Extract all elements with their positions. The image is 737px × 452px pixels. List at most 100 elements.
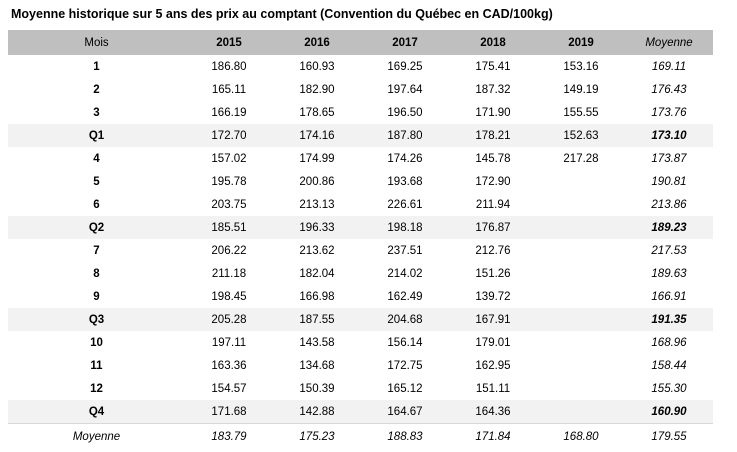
table-row: Q4 171.68 142.88 164.67 164.36 160.90	[8, 400, 713, 424]
cell-value: 187.32	[475, 83, 511, 96]
cell-moyenne: 189.23	[625, 216, 713, 239]
cell-moyenne: 217.53	[651, 244, 687, 257]
table-row: 2 165.11 182.90 197.64 187.32 149.19 176.43	[8, 78, 713, 101]
cell-value: 214.02	[387, 267, 423, 280]
cell-moyenne: 173.87	[651, 152, 687, 165]
cell-value: 162.95	[475, 359, 511, 372]
cell-moyenne: 166.91	[651, 290, 687, 303]
cell-mois: Q2	[8, 216, 185, 239]
cell-value: 198.45	[211, 290, 247, 303]
cell-value: 211.18	[211, 267, 247, 280]
cell-value: 164.67	[361, 400, 449, 424]
cell-value: 182.04	[299, 267, 335, 280]
cell-moyenne: 179.55	[625, 423, 713, 450]
cell-value: 167.91	[449, 308, 537, 331]
table-row: Q1 172.70 174.16 187.80 178.21 152.63 173.10	[8, 124, 713, 147]
cell-value: 183.79	[185, 423, 273, 450]
cell-value: 204.68	[361, 308, 449, 331]
cell-value: 211.94	[475, 198, 511, 211]
cell-value: 198.18	[361, 216, 449, 239]
table-row: 9 198.45 166.98 162.49 139.72 166.91	[8, 285, 713, 308]
cell-value: 179.01	[475, 336, 511, 349]
cell-value: 153.16	[563, 60, 599, 73]
cell-mois: 8	[93, 267, 100, 280]
table-row: Q2 185.51 196.33 198.18 176.87 189.23	[8, 216, 713, 239]
cell-value: 152.63	[537, 124, 625, 147]
cell-value: 168.80	[537, 423, 625, 450]
cell-value: 174.16	[273, 124, 361, 147]
cell-value: 169.25	[387, 60, 423, 73]
cell-value: 200.86	[299, 175, 335, 188]
cell-value: 162.49	[387, 290, 423, 303]
cell-mois: 7	[93, 244, 100, 257]
cell-value: 185.51	[185, 216, 273, 239]
cell-mois: 12	[90, 382, 103, 395]
cell-value	[537, 262, 625, 285]
cell-value: 186.80	[211, 60, 247, 73]
cell-mois: 3	[93, 106, 100, 119]
cell-value: 166.98	[299, 290, 335, 303]
cell-value: 187.55	[273, 308, 361, 331]
cell-value	[537, 354, 625, 377]
cell-value: 171.68	[185, 400, 273, 424]
cell-value	[537, 170, 625, 193]
table-row: 5 195.78 200.86 193.68 172.90 190.81	[8, 170, 713, 193]
cell-value: 145.78	[475, 152, 511, 165]
cell-mois: Q4	[8, 400, 185, 424]
cell-value: 157.02	[211, 152, 247, 165]
table-row: 12 154.57 150.39 165.12 151.11 155.30	[8, 377, 713, 400]
cell-value: 206.22	[211, 244, 247, 257]
cell-value: 197.64	[387, 83, 423, 96]
cell-value	[537, 239, 625, 262]
cell-mois: 4	[93, 152, 100, 165]
cell-value: 166.19	[211, 106, 247, 119]
cell-value: 187.80	[361, 124, 449, 147]
cell-value: 149.19	[563, 83, 599, 96]
cell-moyenne: 168.96	[651, 336, 687, 349]
cell-value	[537, 308, 625, 331]
cell-value: 176.87	[449, 216, 537, 239]
cell-mois: 1	[93, 60, 100, 73]
cell-value: 160.93	[299, 60, 335, 73]
cell-value: 150.39	[299, 382, 335, 395]
cell-value: 237.51	[387, 244, 423, 257]
cell-moyenne: 190.81	[651, 175, 687, 188]
cell-mois: Q1	[8, 124, 185, 147]
cell-value: 195.78	[211, 175, 247, 188]
cell-moyenne: 176.43	[651, 83, 687, 96]
cell-value: 172.70	[185, 124, 273, 147]
cell-value: 205.28	[185, 308, 273, 331]
table-row: 10 197.11 143.58 156.14 179.01 168.96	[8, 331, 713, 354]
cell-value: 196.33	[273, 216, 361, 239]
table-row: 6 203.75 213.13 226.61 211.94 213.86	[8, 193, 713, 216]
cell-value: 182.90	[299, 83, 335, 96]
cell-value: 139.72	[475, 290, 511, 303]
cell-mois: Q3	[8, 308, 185, 331]
cell-value: 212.76	[475, 244, 511, 257]
cell-moyenne: 173.10	[625, 124, 713, 147]
cell-value: 174.26	[387, 152, 423, 165]
cell-value: 172.75	[387, 359, 423, 372]
cell-value: 165.11	[211, 83, 247, 96]
cell-moyenne: 169.11	[651, 60, 687, 73]
cell-value: 188.83	[361, 423, 449, 450]
cell-moyenne: 213.86	[651, 198, 687, 211]
cell-value: 213.13	[299, 198, 335, 211]
cell-value	[537, 331, 625, 354]
cell-value	[537, 377, 625, 400]
cell-mois: 2	[93, 83, 100, 96]
cell-value: 196.50	[387, 106, 423, 119]
table-row: 1 186.80 160.93 169.25 175.41 153.16 169.11	[8, 55, 713, 78]
cell-value: 164.36	[449, 400, 537, 424]
cell-value: 193.68	[387, 175, 423, 188]
cell-value: 217.28	[563, 152, 599, 165]
cell-value: 203.75	[211, 198, 247, 211]
cell-moyenne: 191.35	[625, 308, 713, 331]
table-row: 3 166.19 178.65 196.50 171.90 155.55 173.76	[8, 101, 713, 124]
cell-value: 178.65	[299, 106, 335, 119]
cell-value: 165.12	[387, 382, 423, 395]
cell-value: 172.90	[475, 175, 511, 188]
column-header-2018: 2018	[449, 30, 537, 55]
